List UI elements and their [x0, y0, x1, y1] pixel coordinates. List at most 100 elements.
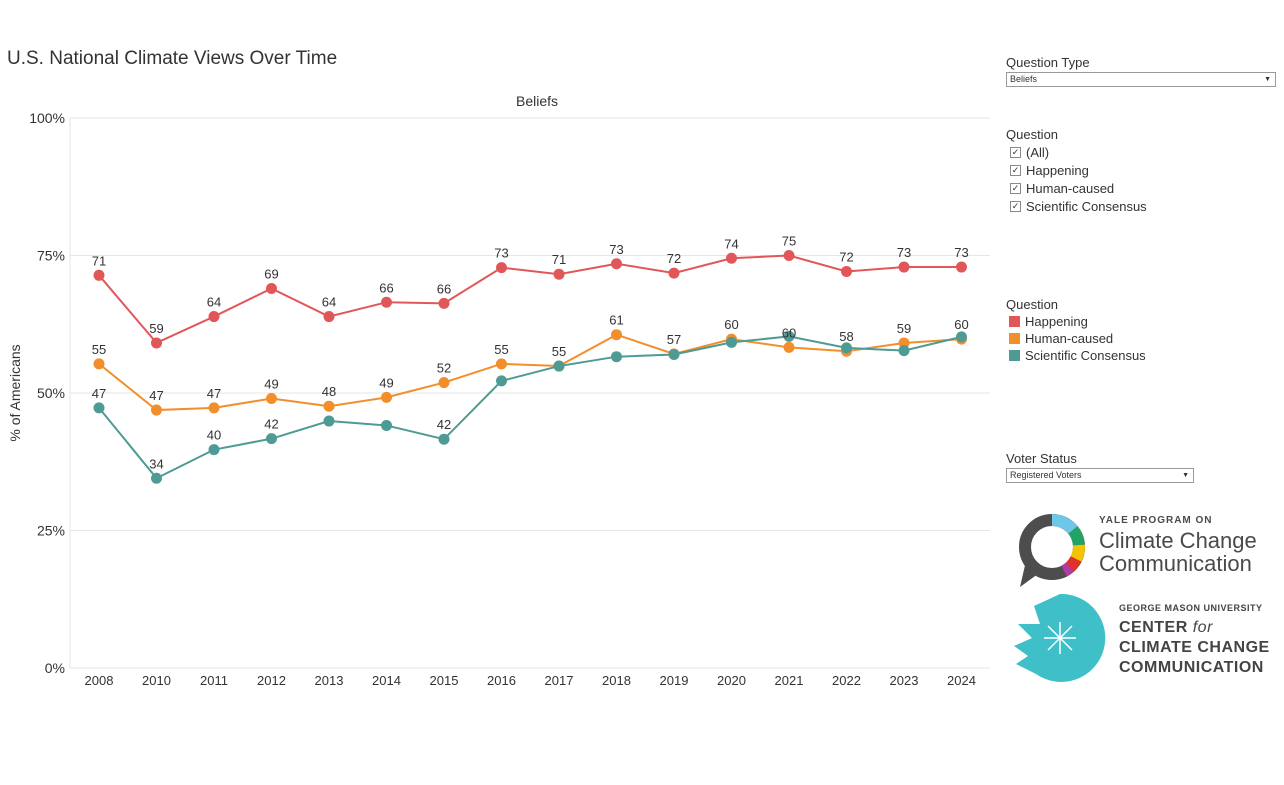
- data-label: 34: [149, 456, 163, 471]
- checkbox-icon[interactable]: ✓: [1010, 182, 1021, 194]
- y-tick-label: 100%: [29, 110, 65, 126]
- x-tick-label: 2020: [717, 673, 746, 688]
- data-point: [611, 351, 622, 363]
- checkbox-icon[interactable]: ✓: [1010, 146, 1021, 158]
- checkbox-icon[interactable]: ✓: [1010, 200, 1021, 212]
- question-option[interactable]: ✓ Scientific Consensus: [1006, 197, 1276, 215]
- gmu-logo-line1: CENTER for: [1119, 618, 1213, 638]
- gmu-logo-small: GEORGE MASON UNIVERSITY: [1119, 603, 1263, 613]
- question-type-value: Beliefs: [1010, 74, 1038, 84]
- data-point: [783, 250, 795, 261]
- data-label: 61: [609, 313, 623, 328]
- data-label: 48: [322, 384, 336, 399]
- legend: Question Happening Human-caused Scientific…: [1006, 297, 1276, 364]
- data-point: [553, 360, 565, 372]
- voter-status-dropdown[interactable]: Registered Voters ▼: [1006, 468, 1194, 483]
- voter-status-filter: Voter Status Registered Voters ▼: [1006, 451, 1194, 483]
- series-line-happening: [98, 254, 962, 345]
- data-label: 75: [782, 234, 796, 249]
- data-point: [496, 358, 507, 370]
- data-point: [783, 330, 795, 342]
- data-label: 74: [724, 236, 738, 251]
- data-point: [208, 402, 220, 414]
- data-point: [611, 258, 622, 270]
- x-tick-label: 2017: [545, 673, 574, 688]
- x-tick-label: 2008: [85, 673, 114, 688]
- data-label: 64: [322, 295, 336, 310]
- data-label: 47: [207, 386, 221, 401]
- data-point: [438, 377, 450, 389]
- yale-logo-line1: Climate Change: [1099, 528, 1257, 553]
- legend-item[interactable]: Happening: [1006, 313, 1276, 330]
- data-point: [438, 297, 450, 309]
- line-chart: Beliefs 0% 25% 50% 75% 100% % of Americans 2008…: [7, 93, 990, 688]
- data-point: [783, 341, 795, 353]
- data-label: 55: [92, 342, 106, 357]
- data-point: [726, 336, 737, 348]
- y-tick-label: 50%: [37, 385, 65, 401]
- series-line-scientific-consensus: [98, 335, 962, 480]
- data-label: 69: [264, 267, 278, 282]
- y-tick-label: 75%: [37, 248, 65, 264]
- data-point: [266, 433, 277, 445]
- x-tick-label: 2014: [372, 673, 401, 688]
- x-tick-label: 2021: [775, 673, 804, 688]
- checkbox-icon[interactable]: ✓: [1010, 164, 1021, 176]
- data-point: [208, 311, 220, 323]
- data-point: [323, 311, 335, 323]
- legend-items: Happening Human-caused Scientific Consensu…: [1006, 313, 1276, 364]
- legend-item[interactable]: Scientific Consensus: [1006, 347, 1276, 364]
- yale-logo: YALE PROGRAM ON Climate Change Communica…: [1014, 509, 1276, 593]
- question-option-label: (All): [1026, 144, 1050, 160]
- gmu-logo-line3: COMMUNICATION: [1119, 659, 1264, 676]
- data-label: 73: [494, 246, 508, 261]
- chart-title: Beliefs: [516, 93, 558, 109]
- x-tick-label: 2013: [315, 673, 344, 688]
- data-point: [898, 337, 910, 349]
- data-point: [841, 265, 852, 277]
- data-label: 52: [437, 361, 451, 376]
- data-label: 49: [264, 377, 278, 392]
- data-point: [381, 296, 392, 308]
- x-tick-label: 2011: [200, 673, 228, 688]
- data-label: 60: [954, 317, 968, 332]
- question-option[interactable]: ✓ Human-caused: [1006, 179, 1276, 197]
- x-tick-label: 2022: [832, 673, 861, 688]
- data-label: 55: [494, 342, 508, 357]
- data-label: 60: [724, 317, 738, 332]
- data-label: 59: [897, 321, 911, 336]
- legend-label: Happening: [1025, 314, 1088, 329]
- data-label: 73: [954, 245, 968, 260]
- x-tick-label: 2018: [602, 673, 631, 688]
- gmu-sunburst-icon: [1014, 594, 1106, 682]
- question-option[interactable]: ✓ (All): [1006, 143, 1276, 161]
- question-filter-label: Question: [1006, 127, 1059, 142]
- x-tick-label: 2010: [142, 673, 171, 688]
- page-title: U.S. National Climate Views Over Time: [7, 48, 338, 69]
- y-tick-label: 0%: [45, 660, 65, 676]
- data-label: 55: [552, 344, 566, 359]
- question-option[interactable]: ✓ Happening: [1006, 161, 1276, 179]
- data-point: [956, 261, 967, 273]
- voter-status-value: Registered Voters: [1010, 470, 1082, 480]
- question-type-label: Question Type: [1006, 55, 1090, 70]
- x-tick-label: 2012: [257, 673, 286, 688]
- data-point: [323, 400, 335, 412]
- data-point: [956, 331, 967, 343]
- y-axis-title: % of Americans: [7, 344, 23, 441]
- data-point: [266, 393, 277, 404]
- data-label: 71: [552, 252, 566, 267]
- gmu-logo-center: CENTER: [1119, 619, 1188, 636]
- legend-item[interactable]: Human-caused: [1006, 330, 1276, 347]
- data-point: [898, 345, 910, 357]
- gmu-logo-line2: CLIMATE CHANGE: [1119, 639, 1270, 656]
- question-option-label: Human-caused: [1026, 180, 1115, 196]
- question-type-filter: Question Type Beliefs ▼: [1006, 55, 1276, 87]
- x-tick-label: 2019: [660, 673, 689, 688]
- question-type-dropdown[interactable]: Beliefs ▼: [1006, 72, 1276, 87]
- x-tick-label: 2024: [947, 673, 976, 688]
- data-point: [553, 268, 565, 280]
- yale-logo-line2: Communication: [1099, 551, 1252, 576]
- data-point: [841, 342, 852, 354]
- data-point: [208, 444, 220, 456]
